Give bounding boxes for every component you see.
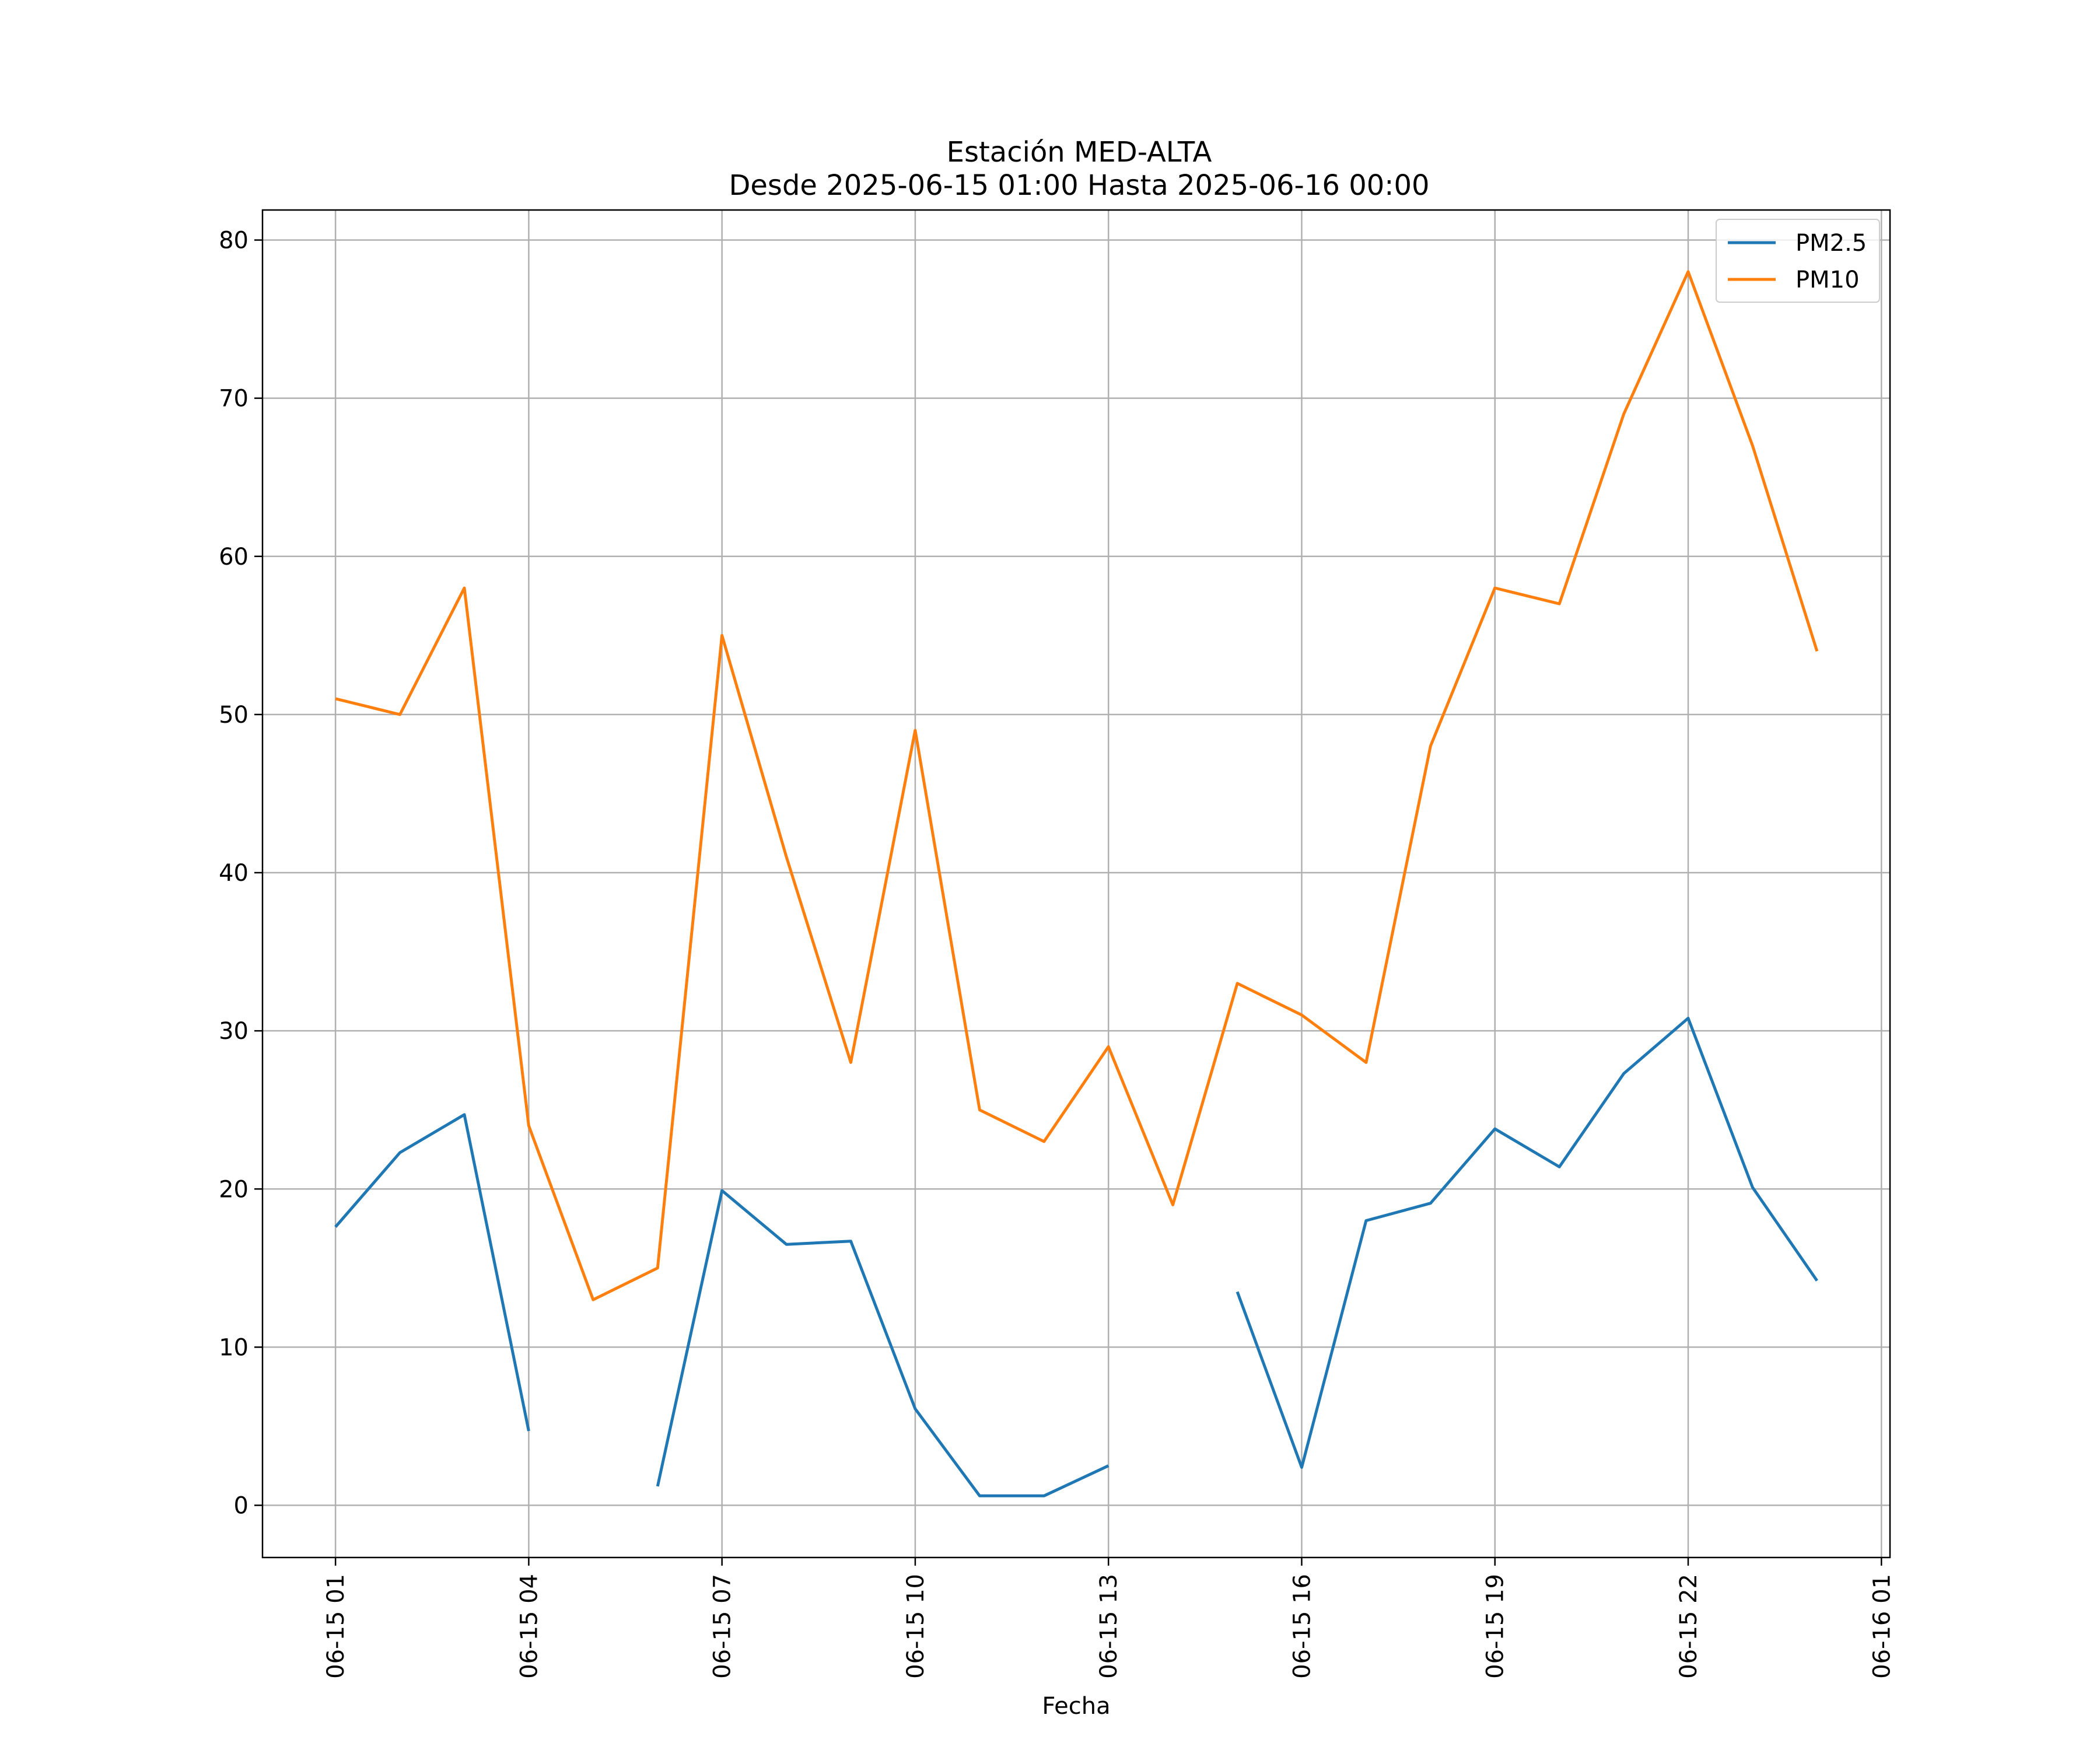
series-line-pm10	[335, 270, 1819, 1301]
x-axis-label: Fecha	[1042, 1693, 1110, 1720]
legend: PM2.5 PM10	[1716, 219, 1880, 303]
series-line-pm25	[334, 1113, 530, 1432]
grid	[262, 210, 1890, 1558]
legend-label-pm25: PM2.5	[1796, 230, 1867, 257]
legend-frame	[1716, 219, 1880, 303]
y-tick-label: 50	[219, 702, 249, 729]
legend-label-pm10: PM10	[1796, 267, 1860, 293]
chart-title: Estación MED-ALTA	[947, 136, 1212, 169]
y-tick-label: 30	[219, 1018, 249, 1045]
series-line-pm25	[656, 1189, 1110, 1497]
x-tick-label: 06-15 01	[323, 1574, 349, 1679]
x-tick-label: 06-16 01	[1868, 1574, 1895, 1679]
x-tick-label: 06-15 07	[709, 1574, 736, 1679]
y-tick-label: 0	[234, 1493, 249, 1520]
y-tick-label: 40	[219, 860, 249, 887]
plot-frame	[261, 209, 1891, 1559]
y-tick-label: 60	[219, 544, 249, 570]
y-tick-label: 10	[219, 1334, 249, 1361]
y-tick-label: 80	[219, 228, 249, 254]
axis-ticks: 0 10 20 30 40 50 60 70 80 06-15 01 06-15 04 06-15 0…	[219, 228, 1895, 1679]
y-tick-label: 20	[219, 1176, 249, 1203]
x-tick-label: 06-15 22	[1675, 1574, 1702, 1679]
series-line-pm25	[1236, 1017, 1818, 1469]
chart-subtitle: Desde 2025-06-15 01:00 Hasta 2025-06-16 …	[729, 169, 1429, 202]
series-lines	[334, 270, 1819, 1497]
x-tick-label: 06-15 04	[516, 1574, 542, 1679]
y-tick-label: 70	[219, 386, 249, 412]
x-tick-label: 06-15 19	[1482, 1574, 1509, 1679]
x-tick-label: 06-15 13	[1096, 1574, 1122, 1679]
x-tick-label: 06-15 16	[1289, 1574, 1315, 1679]
x-tick-label: 06-15 10	[902, 1574, 929, 1679]
